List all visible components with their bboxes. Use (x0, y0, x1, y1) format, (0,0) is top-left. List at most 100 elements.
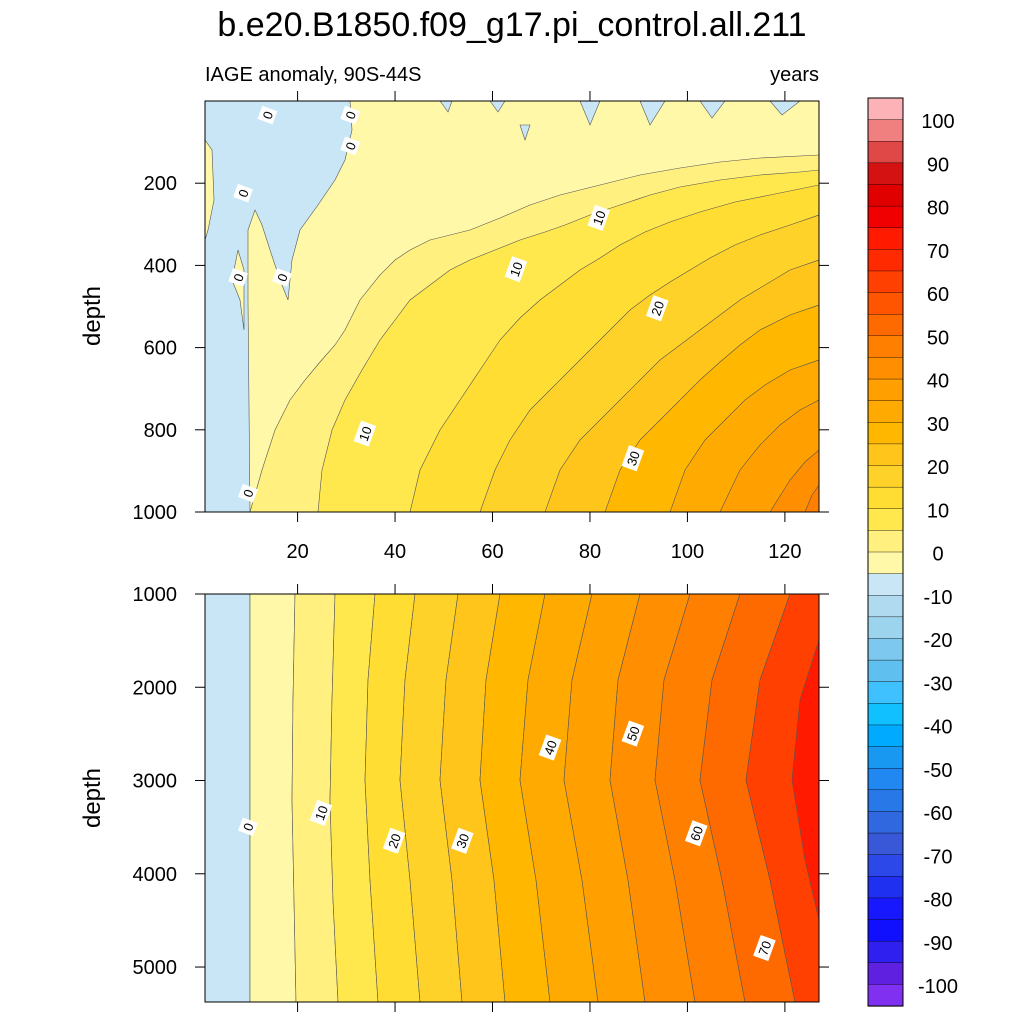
upper-ytick-label: 600 (144, 338, 177, 360)
upper-contour-label-bg (587, 204, 611, 231)
upper-contour-label: 20 (645, 295, 669, 322)
lower-contour-label-text: 10 (312, 804, 331, 823)
colorbar-swatch (867, 313, 904, 337)
upper-positive-sliver (205, 139, 215, 241)
colorbar-swatch (867, 940, 904, 964)
lower-contour-label-bg (309, 799, 333, 826)
colorbar-label: 50 (927, 327, 949, 349)
colorbar-swatch (867, 335, 904, 359)
lower-contour-label-bg (538, 734, 562, 761)
colorbar-swatch (867, 184, 904, 207)
lower-contour-label-text: 20 (385, 832, 404, 851)
colorbar-swatch (867, 249, 904, 272)
colorbar-label: -100 (918, 976, 958, 998)
lower-ytick-label: 2000 (133, 677, 178, 699)
lower-contour-label-bg (621, 720, 645, 747)
upper-contour-label-text: 0 (342, 140, 359, 152)
lower-contour-label-text: 70 (755, 939, 774, 958)
colorbar-swatch (867, 97, 904, 121)
upper-contour-label-text: 0 (274, 272, 291, 284)
colorbar-swatch (867, 551, 904, 575)
lower-plot-frame (204, 593, 820, 1003)
colorbar-swatch (867, 811, 904, 834)
upper-ylabel: depth (79, 286, 106, 346)
colorbar-swatch (867, 659, 904, 683)
upper-contour-label: 0 (340, 136, 361, 156)
upper-band-50 (804, 484, 819, 512)
colorbar-swatch (867, 854, 904, 877)
colorbar-label: 30 (927, 414, 949, 436)
lower-field (205, 594, 819, 1002)
colorbar-swatch (867, 897, 904, 921)
colorbar-swatch (867, 919, 904, 942)
upper-contour-label-bg (228, 268, 249, 287)
colorbar-label: -50 (924, 760, 953, 782)
colorbar-swatch (867, 119, 904, 142)
lower-contour-label: 60 (684, 820, 708, 847)
colorbar-label: -90 (924, 933, 953, 955)
upper-contour-label: 0 (340, 105, 361, 125)
colorbar-swatch (867, 789, 904, 813)
chart-subtitle-left: IAGE anomaly, 90S-44S (205, 64, 421, 86)
upper-contour-label: 0 (272, 268, 292, 287)
upper-contour-label-text: 20 (648, 299, 667, 318)
upper-contour-label: 10 (353, 420, 377, 447)
colorbar-swatch (867, 205, 904, 229)
colorbar-label: 40 (927, 371, 949, 393)
colorbar-swatch (867, 703, 904, 726)
upper-negative-blob (439, 101, 801, 141)
upper-contour-label: 10 (504, 256, 528, 283)
upper-negative-region (205, 101, 353, 512)
colorbar-swatch (867, 832, 904, 856)
upper-contour-label-bg (645, 295, 669, 322)
upper-ytick-label: 200 (144, 173, 177, 195)
lower-contour-label: 70 (753, 934, 776, 962)
lower-contour-label-bg (451, 827, 474, 854)
lower-band-65 (745, 594, 819, 1002)
colorbar-label: -60 (924, 803, 953, 825)
lower-contour-label: 30 (451, 827, 474, 854)
colorbar-label: 10 (927, 500, 949, 522)
colorbar-label: 0 (932, 544, 943, 566)
upper-contour-label-text: 0 (235, 187, 252, 199)
upper-contour-label: 30 (621, 445, 645, 472)
lower-ytick-label: 1000 (133, 584, 178, 606)
upper-field (205, 101, 819, 512)
lower-contour-label-bg (238, 817, 258, 837)
upper-xtick-label: 120 (768, 541, 801, 563)
lower-contour-label-text: 0 (240, 821, 257, 833)
lower-contour-label-bg (684, 820, 708, 847)
colorbar-swatch (867, 141, 904, 164)
colorbar-swatch (867, 595, 904, 618)
lower-ytick-label: 5000 (133, 957, 178, 979)
lower-contour-label-bg (753, 934, 776, 962)
upper-contour-label-text: 10 (356, 424, 375, 443)
upper-contour-label-bg (621, 445, 645, 472)
upper-contour-label: 10 (587, 204, 611, 231)
colorbar-label: -10 (924, 587, 953, 609)
lower-contour-label-text: 60 (687, 824, 706, 843)
upper-ytick-label: 400 (144, 255, 177, 277)
colorbar-swatch (867, 465, 904, 488)
colorbar-label: 90 (927, 154, 949, 176)
upper-xtick-label: 40 (384, 541, 406, 563)
upper-contour-label-bg (504, 256, 528, 283)
colorbar-swatch (867, 767, 904, 791)
upper-contour-label-bg (257, 105, 278, 125)
colorbar-swatch (867, 486, 904, 510)
lower-contour-label-text: 50 (624, 724, 643, 743)
upper-xtick-label: 100 (671, 541, 704, 563)
colorbar-swatch (867, 638, 904, 661)
upper-contour-label-bg (272, 268, 292, 287)
lower-ytick-label: 3000 (133, 771, 178, 793)
lower-contour-label: 0 (238, 817, 258, 837)
colorbar-swatch (867, 724, 904, 748)
colorbar-label: 20 (927, 457, 949, 479)
colorbar-swatch (867, 270, 904, 294)
colorbar-swatch (867, 876, 904, 899)
lower-band-70 (791, 639, 819, 921)
colorbar-swatch (867, 681, 904, 704)
